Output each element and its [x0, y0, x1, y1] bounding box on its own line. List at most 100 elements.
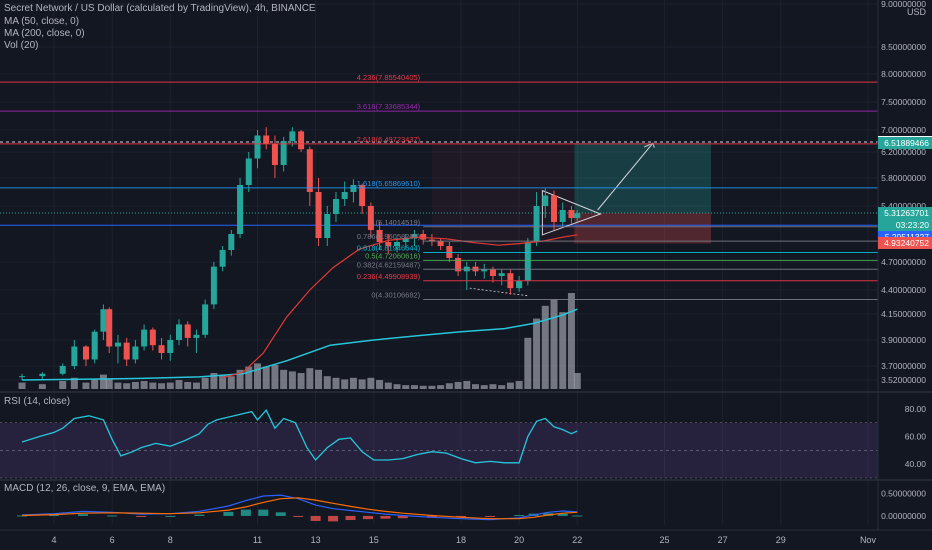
volume-bar: [419, 385, 427, 389]
volume-bar: [253, 363, 261, 389]
fib-level-label: 0(4.30106682): [371, 291, 420, 300]
price-tick-label: 4.70000000: [881, 257, 926, 267]
candle-body: [59, 366, 66, 374]
macd-histogram-bar: [455, 515, 466, 518]
volume-bar: [454, 381, 462, 389]
candle-body: [402, 238, 409, 242]
time-tick-label: Nov: [860, 535, 877, 545]
volume-bar: [515, 381, 523, 389]
fib-level-label: 0.5(4.72060616): [365, 251, 421, 260]
volume-bar: [315, 369, 323, 389]
rsi-tick-label: 80.00: [905, 404, 927, 414]
rsi-legend[interactable]: RSI (14, close): [4, 396, 71, 407]
volume-bar: [245, 366, 253, 389]
ma50-legend[interactable]: MA (50, close, 0): [4, 16, 80, 27]
fib-level-label: 1(5.14014519): [371, 218, 420, 227]
macd-histogram-bar: [557, 513, 568, 516]
candle-body: [428, 239, 435, 242]
time-tick-label: 6: [110, 535, 115, 545]
volume-bar: [158, 383, 166, 389]
ma200-line: [222, 234, 578, 379]
price-tick-label: 3.70000000: [881, 361, 926, 371]
volume-bar: [506, 382, 514, 389]
fib-level-label: 0.382(4.62159487): [357, 260, 421, 269]
macd-histogram-bar: [49, 515, 59, 517]
signal-line: [21, 497, 578, 520]
volume-bar: [99, 374, 107, 389]
macd-histogram-bar: [194, 514, 205, 516]
volume-bar: [573, 373, 581, 389]
candle-body: [533, 206, 540, 242]
macd-histogram-bar: [397, 515, 408, 519]
rsi-tick-label: 40.00: [905, 459, 927, 469]
volume-bar: [149, 382, 157, 389]
time-tick-label: 18: [456, 535, 466, 545]
time-tick-label: 20: [514, 535, 524, 545]
fib-level-label: 0.236(4.49908939): [357, 272, 421, 281]
time-tick-label: 8: [168, 535, 173, 545]
volume-bar: [18, 382, 26, 389]
macd-line: [21, 494, 578, 521]
volume-bar: [114, 382, 122, 389]
macd-histogram-bar: [362, 515, 373, 520]
volume-bar: [541, 305, 549, 389]
volume-bar: [262, 366, 270, 389]
candle-body: [394, 242, 401, 246]
symbol-legend[interactable]: Secret Network / US Dollar (calculated b…: [4, 3, 316, 14]
macd-histogram-bar: [78, 514, 89, 516]
pane-separators: [0, 0, 932, 531]
price-tick-label: 6.20000000: [881, 147, 926, 157]
candle-body: [210, 266, 217, 305]
time-tick-label: 13: [311, 535, 321, 545]
price-tick-label: 5.40000000: [881, 201, 926, 211]
macd-histogram-bar: [293, 515, 304, 517]
candlestick-series[interactable]: [19, 127, 581, 380]
price-tick-label: 4.15000000: [881, 309, 926, 319]
volume-bar: [70, 377, 78, 389]
candle-body: [158, 345, 165, 353]
volume-bar: [559, 312, 567, 389]
candle-body: [19, 376, 26, 378]
fibonacci-retracement[interactable]: 4.236(7.85540405) 3.618(7.33685344) 2.618(…: [0, 73, 878, 301]
volume-legend[interactable]: Vol (20): [4, 40, 39, 51]
candle-body: [82, 346, 89, 360]
candle-body: [411, 234, 418, 238]
candle-body: [489, 269, 496, 276]
fib-level-label: 0.618(4.81946644): [357, 243, 421, 252]
volume-bar: [349, 377, 357, 389]
macd-histogram-bar: [345, 515, 356, 521]
candle-body: [324, 214, 331, 238]
ma200-legend[interactable]: MA (200, close, 0): [4, 28, 85, 39]
volume-bar: [175, 380, 183, 389]
time-axis[interactable]: 4 6 8 11 13 15 18 20 22 25 27 29 Nov: [51, 535, 876, 545]
candle-body: [39, 373, 46, 377]
volume-bar: [140, 381, 148, 389]
currency-label: USD: [906, 7, 926, 17]
macd-histogram-bar: [275, 512, 286, 516]
candle-body: [568, 210, 575, 218]
price-tick-label: 8.50000000: [881, 42, 926, 52]
candle-body: [271, 143, 278, 165]
macd-legend[interactable]: MACD (12, 26, close, 9, EMA, EMA): [4, 483, 166, 494]
macd-histogram-bar: [328, 515, 339, 522]
macd-histogram-bar: [223, 511, 234, 516]
candle-body: [455, 258, 462, 272]
price-axis[interactable]: 9.00000000 8.50000000 8.00000000 7.50000000…: [881, 0, 926, 521]
time-tick-label: 22: [572, 535, 582, 545]
macd-histogram-bar: [572, 515, 583, 517]
candle-body: [298, 131, 305, 150]
macd-histogram-bar: [136, 515, 147, 517]
volume-bars: [18, 293, 581, 389]
volume-bar: [332, 377, 340, 389]
volume-bar: [402, 385, 410, 389]
fib-level-label: 3.618(7.33685344): [357, 102, 421, 111]
candle-body: [359, 185, 366, 206]
candle-body: [420, 234, 427, 240]
volume-bar: [367, 377, 375, 389]
grid-lines: [0, 0, 878, 525]
price-tick-label: 4.40000000: [881, 285, 926, 295]
candle-body: [524, 242, 531, 281]
volume-bar: [166, 382, 174, 389]
volume-bar: [227, 376, 235, 389]
